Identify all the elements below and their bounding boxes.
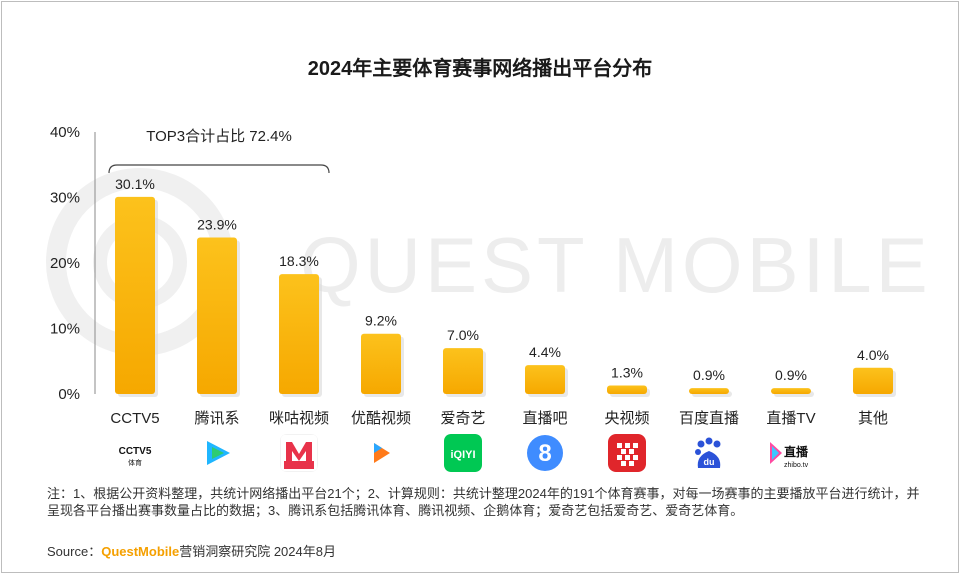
data-label: 0.9% [775, 367, 807, 383]
svg-text:CCTV5: CCTV5 [119, 446, 152, 457]
x-tick-label: 直播吧 [522, 410, 567, 427]
x-tick-label: CCTV5 [110, 410, 159, 427]
x-tick-label: 其他 [858, 410, 888, 427]
bar [771, 388, 811, 394]
svg-text:8: 8 [538, 440, 551, 467]
data-label: 30.1% [115, 176, 155, 192]
y-tick-label: 30% [50, 190, 80, 207]
svg-text:直播: 直播 [784, 444, 809, 459]
baidu-icon: du [690, 434, 728, 472]
x-tick-label: 腾讯系 [194, 410, 239, 427]
y-tick-label: 0% [58, 386, 80, 403]
y-tick-label: 10% [50, 321, 80, 338]
source-prefix: Source： [47, 544, 102, 559]
bar [607, 385, 647, 394]
source-suffix: 营销洞察研究院 2024年8月 [179, 544, 336, 559]
x-tick-label: 爱奇艺 [440, 410, 485, 427]
footnote: 注：1、根据公开资料整理，共统计网络播出平台21个；2、计算规则：共统计整理20… [47, 486, 920, 518]
bar [443, 348, 483, 394]
iqiyi-icon: iQIYI [444, 434, 482, 472]
svg-text:iQIYI: iQIYI [450, 449, 475, 461]
zhibotv-icon: 直播 zhibo.tv [768, 434, 820, 472]
svg-text:zhibo.tv: zhibo.tv [784, 462, 809, 469]
data-label: 9.2% [365, 313, 397, 329]
svg-text:du: du [704, 457, 715, 467]
bar [853, 367, 893, 394]
x-tick-label: 咪咕视频 [269, 410, 329, 427]
x-tick-label: 央视频 [604, 410, 649, 427]
bar [115, 196, 155, 394]
y-tick-label: 40% [50, 124, 80, 141]
source-line: Source：QuestMobile营销洞察研究院 2024年8月 [47, 541, 336, 560]
bar [197, 237, 237, 394]
bar [279, 274, 319, 394]
zhibo8-icon: 8 [526, 434, 564, 472]
bar [689, 388, 729, 394]
cctv-video-icon [608, 434, 646, 472]
data-label: 4.0% [857, 347, 889, 363]
data-label: 0.9% [693, 367, 725, 383]
data-label: 4.4% [529, 344, 561, 360]
data-label: 23.9% [197, 216, 237, 232]
source-brand: QuestMobile [101, 544, 180, 559]
y-tick-label: 20% [50, 255, 80, 272]
cctv5-logo: CCTV5 体育 [116, 434, 154, 472]
x-tick-label: 优酷视频 [351, 410, 411, 427]
chart-title: 2024年主要体育赛事网络播出平台分布 [307, 58, 653, 80]
x-tick-label: 直播TV [766, 410, 815, 427]
tencent-video-icon [198, 434, 236, 472]
data-label: 7.0% [447, 327, 479, 343]
x-tick-label: 百度直播 [679, 410, 739, 427]
data-label: 18.3% [279, 253, 319, 269]
data-label: 1.3% [611, 364, 643, 380]
youku-icon [362, 434, 400, 472]
bar [525, 365, 565, 394]
bar [361, 333, 401, 394]
migu-icon [280, 434, 318, 472]
top3-annotation: TOP3合计占比 72.4% [146, 128, 292, 145]
watermark: QUEST MOBILE [46, 168, 932, 356]
top3-bracket [108, 164, 330, 174]
svg-text:体育: 体育 [128, 458, 142, 467]
watermark-text: QUEST MOBILE [300, 221, 932, 309]
